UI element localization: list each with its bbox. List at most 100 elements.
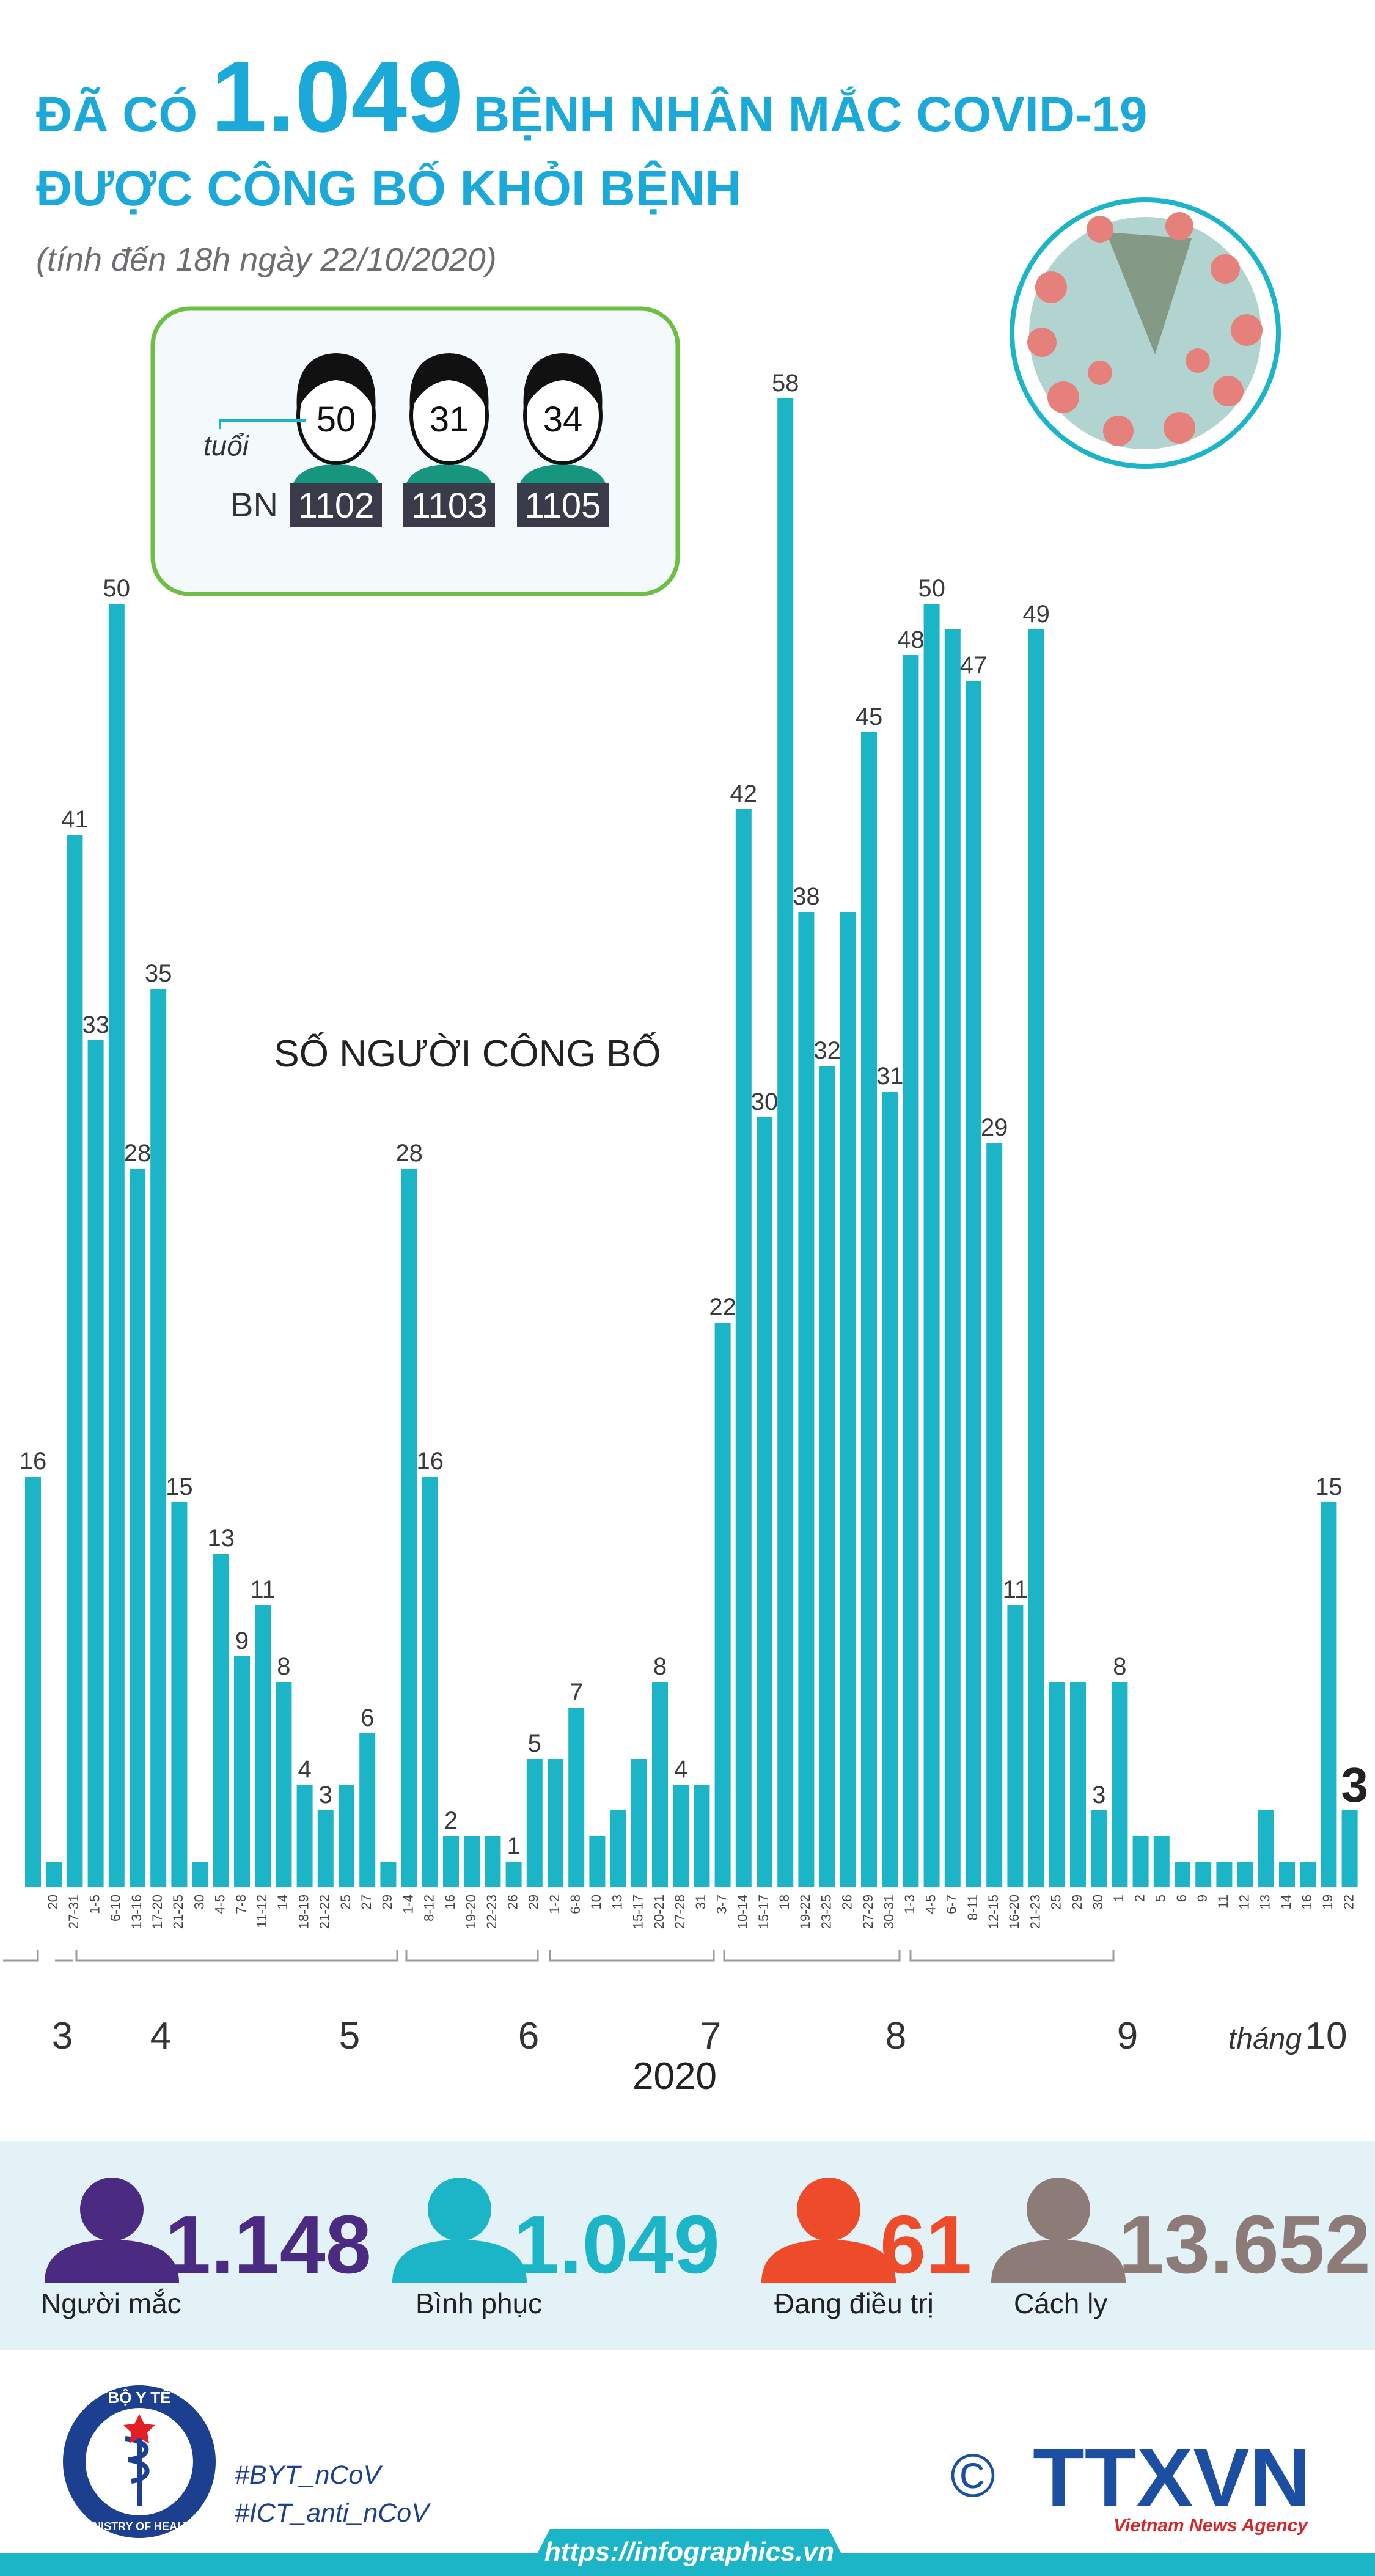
x-tick-label: 15-17 bbox=[756, 1895, 771, 1929]
url-tab bbox=[526, 2529, 853, 2576]
value-label: 3 bbox=[1092, 1782, 1106, 1808]
bar bbox=[213, 1554, 229, 1887]
stat-value: 13.652 bbox=[1118, 2198, 1371, 2291]
x-tick-label: 6-10 bbox=[108, 1895, 123, 1921]
bar bbox=[1321, 1502, 1337, 1887]
person-icon-head bbox=[428, 2178, 491, 2241]
x-tick-label: 6-8 bbox=[568, 1895, 583, 1914]
bar bbox=[1258, 1810, 1274, 1887]
value-label: 1 bbox=[507, 1833, 520, 1860]
bar bbox=[339, 1785, 354, 1887]
bar bbox=[757, 1117, 772, 1887]
bar bbox=[798, 912, 815, 1887]
patient-id-box bbox=[290, 483, 382, 527]
person-icon-head bbox=[1027, 2178, 1090, 2241]
patient-id: 1102 bbox=[298, 486, 375, 526]
bar bbox=[130, 1169, 145, 1887]
stat-label: Người mắc bbox=[41, 2288, 182, 2319]
value-label: 5 bbox=[528, 1730, 541, 1757]
patient-id-box bbox=[403, 483, 495, 527]
chart-label: SỐ NGƯỜI CÔNG BỐ bbox=[274, 1033, 661, 1075]
x-tick-label: 19-22 bbox=[798, 1895, 813, 1929]
value-label: 33 bbox=[82, 1011, 109, 1038]
bar bbox=[1216, 1862, 1233, 1887]
title-prefix: ĐÃ CÓ bbox=[36, 87, 197, 142]
x-tick-label: 1-5 bbox=[87, 1895, 102, 1914]
value-label: 13 bbox=[208, 1525, 235, 1552]
month-label: 5 bbox=[339, 2015, 360, 2057]
patient-hair bbox=[296, 353, 376, 411]
stat-value: 1.148 bbox=[165, 2198, 372, 2291]
bar bbox=[1237, 1862, 1253, 1887]
x-tick-label: 29 bbox=[526, 1895, 541, 1909]
x-tick-label: 14 bbox=[275, 1895, 290, 1909]
x-tick-label: 6-7 bbox=[944, 1895, 959, 1914]
stats-band bbox=[0, 2141, 1375, 2350]
person-icon-body bbox=[45, 2240, 179, 2283]
person-icon-head bbox=[80, 2178, 144, 2241]
x-tick-label: 26 bbox=[840, 1895, 855, 1909]
bar bbox=[1175, 1862, 1190, 1887]
value-label: 7 bbox=[570, 1679, 583, 1706]
patient-hair bbox=[523, 353, 603, 411]
stat-value: 1.049 bbox=[513, 2198, 720, 2291]
value-label: 8 bbox=[653, 1653, 667, 1680]
value-label: 2 bbox=[444, 1807, 458, 1834]
x-tick-label: 20 bbox=[45, 1895, 61, 1909]
x-tick-label: 1 bbox=[1111, 1895, 1126, 1902]
ministry-bottom: MINISTRY OF HEALTH bbox=[81, 2520, 198, 2533]
value-label: 4 bbox=[298, 1756, 311, 1783]
x-tick-label: 14 bbox=[1278, 1895, 1294, 1909]
person-icon-body bbox=[392, 2240, 527, 2283]
x-tick-label: 13 bbox=[1258, 1895, 1273, 1909]
x-tick-label: 31 bbox=[693, 1895, 708, 1909]
x-tick-label: 21-23 bbox=[1027, 1895, 1043, 1929]
x-tick-label: 8-11 bbox=[965, 1895, 980, 1920]
value-label: 22 bbox=[709, 1294, 736, 1321]
bar bbox=[652, 1682, 668, 1887]
value-label: 8 bbox=[1113, 1653, 1126, 1680]
hashtag: #BYT_nCoV bbox=[235, 2460, 383, 2490]
stat-label: Đang điều trị bbox=[774, 2288, 934, 2319]
value-label: 15 bbox=[166, 1473, 193, 1500]
value-label: 3 bbox=[319, 1782, 332, 1808]
x-tick-label: 1-2 bbox=[547, 1895, 562, 1914]
bar bbox=[1341, 1810, 1358, 1887]
url: https://infographics.vn bbox=[544, 2537, 834, 2567]
x-tick-label: 27 bbox=[359, 1895, 374, 1909]
value-label: 16 bbox=[20, 1448, 47, 1475]
hashtag: #ICT_anti_nCoV bbox=[235, 2498, 431, 2528]
bar bbox=[67, 835, 83, 1887]
x-tick-label: 13-16 bbox=[129, 1895, 144, 1929]
bar bbox=[673, 1785, 689, 1887]
patient-age: 31 bbox=[430, 400, 469, 439]
x-tick-label: 10 bbox=[588, 1895, 604, 1909]
bar bbox=[882, 1092, 898, 1887]
x-tick-label: 19 bbox=[1320, 1895, 1335, 1909]
x-tick-label: 21-25 bbox=[170, 1895, 186, 1929]
x-tick-label: 26 bbox=[505, 1895, 520, 1909]
value-label: 50 bbox=[103, 575, 131, 602]
value-label: 58 bbox=[772, 370, 799, 397]
bar bbox=[735, 809, 752, 1887]
bar bbox=[46, 1862, 62, 1887]
patient-hair bbox=[409, 353, 489, 411]
ministry-logo: BỘ Y TẾ MINISTRY OF HEALTH bbox=[63, 2385, 216, 2538]
bar bbox=[171, 1502, 188, 1887]
x-tick-label: 12-15 bbox=[986, 1895, 1001, 1929]
bar bbox=[819, 1066, 835, 1887]
ministry-top: BỘ Y TẾ bbox=[108, 2388, 170, 2407]
value-label: 45 bbox=[856, 703, 883, 730]
bar bbox=[380, 1862, 397, 1887]
bar bbox=[234, 1656, 250, 1887]
x-tick-label: 18-19 bbox=[296, 1895, 311, 1929]
bar bbox=[694, 1785, 710, 1887]
x-tick-label: 7-8 bbox=[233, 1895, 249, 1914]
value-label: 31 bbox=[876, 1063, 904, 1090]
bar bbox=[589, 1836, 606, 1887]
x-tick-label: 5 bbox=[1153, 1895, 1168, 1902]
bar bbox=[276, 1682, 292, 1887]
